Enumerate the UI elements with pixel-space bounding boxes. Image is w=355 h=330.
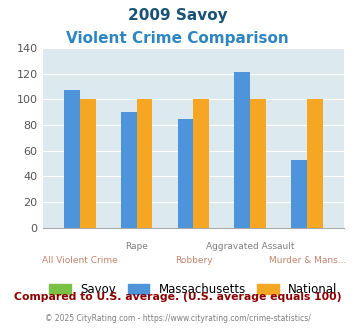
Bar	[80, 99, 95, 228]
Text: All Violent Crime: All Violent Crime	[42, 256, 118, 265]
Text: Violent Crime Comparison: Violent Crime Comparison	[66, 31, 289, 46]
Bar	[178, 118, 193, 228]
Text: Murder & Mans...: Murder & Mans...	[269, 256, 346, 265]
Bar	[137, 99, 153, 228]
Text: Compared to U.S. average. (U.S. average equals 100): Compared to U.S. average. (U.S. average …	[14, 292, 341, 302]
Bar	[250, 99, 266, 228]
Bar	[64, 90, 80, 228]
Legend: Savoy, Massachusetts, National: Savoy, Massachusetts, National	[45, 279, 342, 301]
Bar	[121, 112, 137, 228]
Bar	[291, 160, 307, 228]
Text: © 2025 CityRating.com - https://www.cityrating.com/crime-statistics/: © 2025 CityRating.com - https://www.city…	[45, 314, 310, 323]
Bar	[307, 99, 323, 228]
Bar	[234, 72, 250, 228]
Bar	[193, 99, 209, 228]
Text: Rape: Rape	[125, 242, 148, 251]
Text: 2009 Savoy: 2009 Savoy	[128, 8, 227, 23]
Text: Aggravated Assault: Aggravated Assault	[206, 242, 295, 251]
Text: Robbery: Robbery	[175, 256, 212, 265]
